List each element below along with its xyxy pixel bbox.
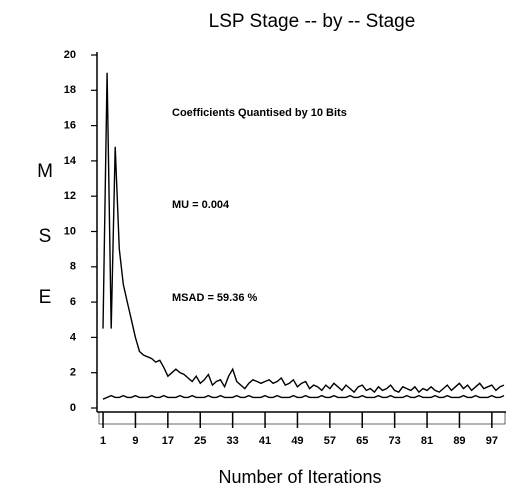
- x-tick-label: 57: [324, 435, 336, 447]
- y-label: M: [37, 161, 53, 182]
- y-label: S: [39, 226, 52, 247]
- series-line: [102, 72, 505, 394]
- y-tick-label: 14: [64, 155, 77, 167]
- x-label: Number of Iterations: [218, 467, 381, 487]
- y-label: E: [39, 287, 52, 308]
- x-tick-label: 97: [486, 435, 498, 447]
- x-tick-label: 73: [389, 435, 401, 447]
- x-axis-band: [98, 411, 506, 425]
- chart-title: LSP Stage -- by -- Stage: [209, 11, 416, 32]
- y-tick-label: 10: [64, 225, 76, 237]
- y-tick-label: 2: [70, 367, 76, 379]
- y-tick-label: 8: [70, 261, 76, 273]
- annotation: MU = 0.004: [172, 199, 230, 211]
- annotation: MSAD = 59.36 %: [172, 292, 258, 304]
- y-tick-label: 18: [64, 84, 76, 96]
- x-tick-label: 49: [291, 435, 303, 447]
- x-tick-label: 33: [227, 435, 239, 447]
- y-tick-label: 12: [64, 190, 76, 202]
- x-tick-label: 41: [259, 435, 271, 447]
- x-tick-label: 89: [453, 435, 465, 447]
- y-tick-label: 16: [64, 120, 76, 132]
- x-tick-label: 17: [162, 435, 174, 447]
- y-tick-label: 20: [64, 49, 76, 61]
- x-tick-label: 65: [356, 435, 368, 447]
- y-tick-label: 6: [70, 296, 76, 308]
- annotation: Coefficients Quantised by 10 Bits: [172, 107, 347, 119]
- y-tick-label: 0: [70, 402, 76, 414]
- x-tick-label: 81: [421, 435, 433, 447]
- series-line: [102, 394, 505, 400]
- y-tick-label: 4: [70, 331, 77, 343]
- x-tick-label: 25: [194, 435, 206, 447]
- x-tick-label: 1: [100, 435, 106, 447]
- x-tick-label: 9: [132, 435, 138, 447]
